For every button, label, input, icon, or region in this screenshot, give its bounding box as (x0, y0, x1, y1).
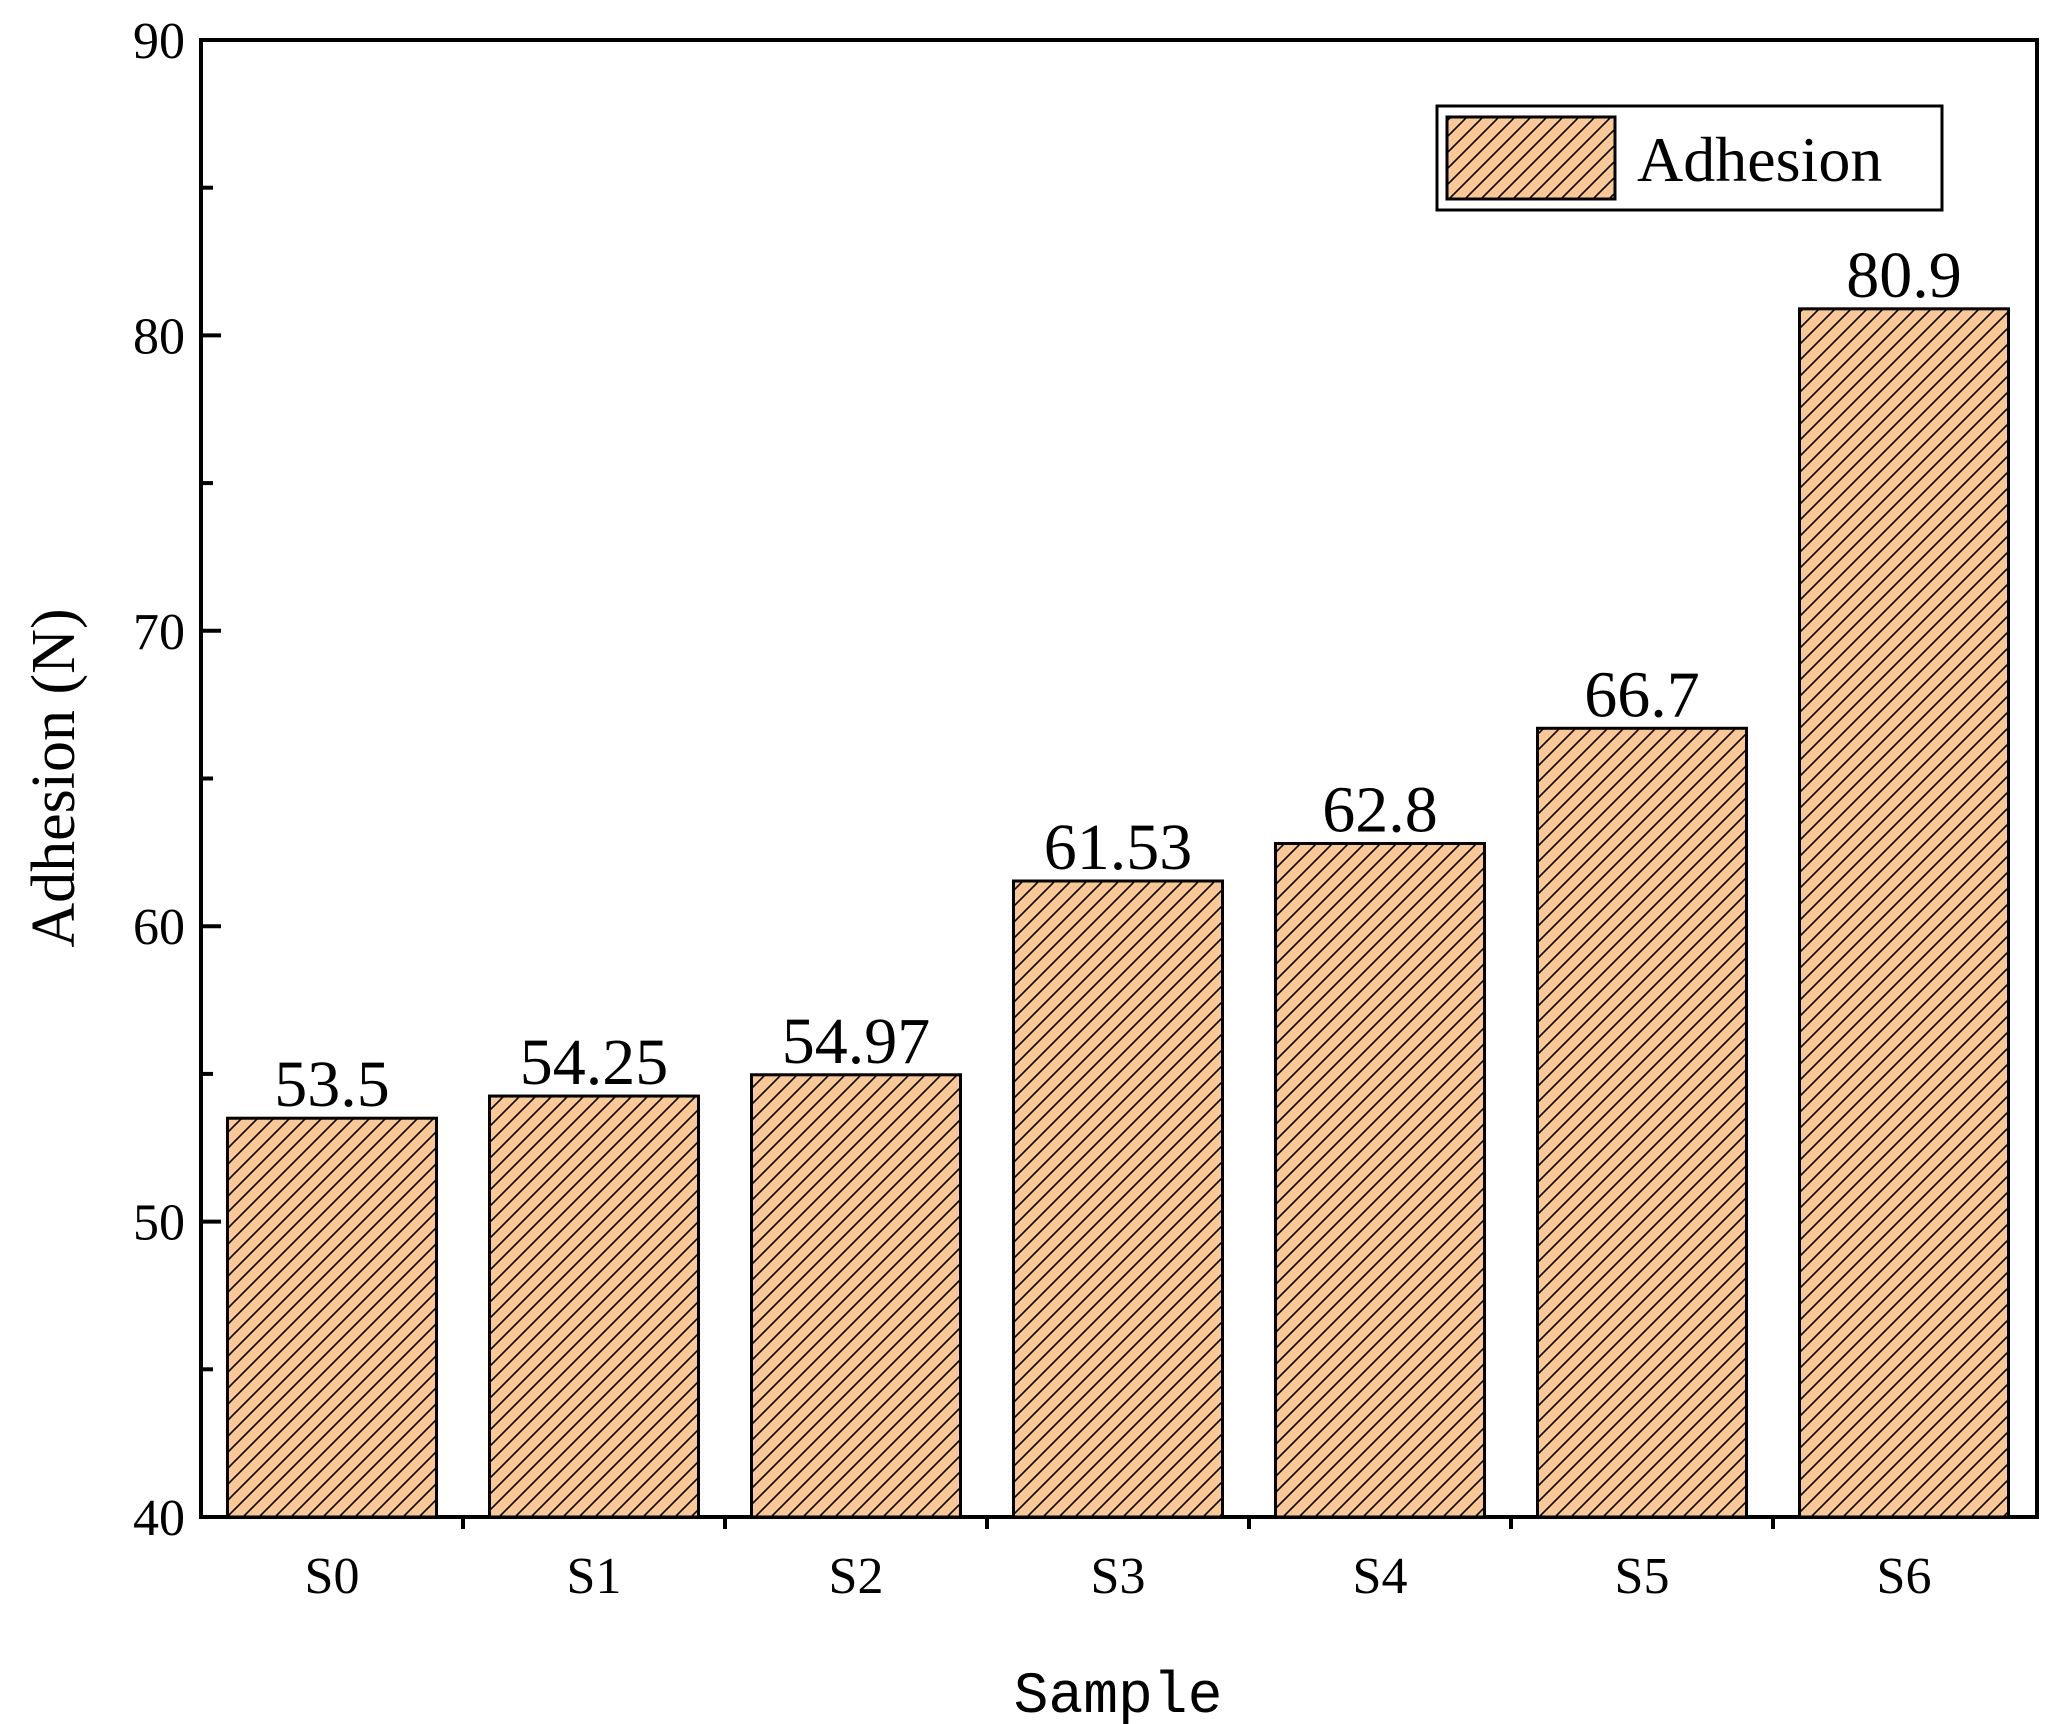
y-axis-ticks: 40 50 60 70 80 90 (133, 13, 221, 1547)
x-tick-label: S5 (1615, 1548, 1670, 1605)
y-tick-label: 50 (133, 1195, 185, 1252)
bar-value-label: 53.5 (274, 1048, 390, 1121)
x-tick-label: S1 (567, 1548, 622, 1605)
bar-value-label: 66.7 (1584, 658, 1700, 731)
bar-data-labels: 53.5 54.25 54.97 61.53 62.8 66.7 80.9 (274, 239, 1962, 1121)
bar-s6 (1798, 307, 2010, 1519)
bar-s3 (1012, 879, 1224, 1519)
bar-value-label: 62.8 (1322, 773, 1438, 846)
bar-value-label: 61.53 (1044, 811, 1193, 884)
x-tick-label: S6 (1877, 1548, 1932, 1605)
bar-s1 (488, 1094, 700, 1519)
bar-value-label: 80.9 (1846, 239, 1962, 312)
y-tick-label: 40 (133, 1490, 185, 1547)
y-tick-label: 80 (133, 308, 185, 365)
y-axis-title: Adhesion (N) (20, 608, 88, 947)
bar-s0 (226, 1116, 438, 1519)
y-tick-label: 90 (133, 13, 185, 70)
legend-swatch (1445, 115, 1617, 201)
x-tick-label: S0 (305, 1548, 360, 1605)
bar-s2 (750, 1073, 962, 1519)
bar-value-label: 54.97 (782, 1005, 931, 1078)
legend: Adhesion (1435, 104, 1944, 212)
x-tick-label: S2 (829, 1548, 884, 1605)
bar-s5 (1536, 726, 1748, 1519)
x-tick-label: S4 (1353, 1548, 1408, 1605)
y-tick-label: 70 (133, 604, 185, 661)
x-tick-label: S3 (1091, 1548, 1146, 1605)
bar-series-adhesion (226, 307, 2010, 1519)
bar-s4 (1274, 841, 1486, 1519)
y-tick-label: 60 (133, 899, 185, 956)
legend-label-adhesion: Adhesion (1637, 124, 1882, 195)
x-axis-title: Sample (1014, 1665, 1223, 1724)
bar-value-label: 54.25 (520, 1026, 669, 1099)
